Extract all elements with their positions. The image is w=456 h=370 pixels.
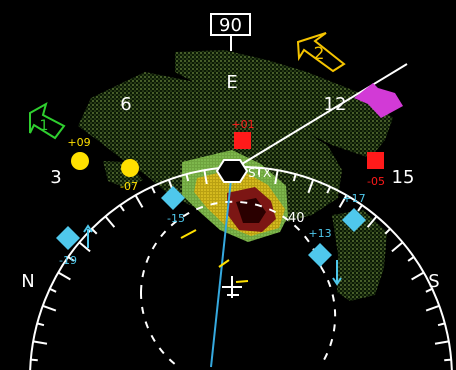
traffic-layer: +01 -05 +09 -07 -15 -19 +17 +13 bbox=[56, 118, 385, 286]
compass-ticks bbox=[30, 167, 452, 362]
compass-tick bbox=[30, 358, 38, 362]
compass-labels: E 6 12 3 15 N S bbox=[21, 72, 439, 292]
magenta-waypoint-icon bbox=[354, 83, 403, 118]
compass-tick bbox=[49, 287, 57, 293]
weather-band-lower-right bbox=[332, 210, 387, 301]
track-lines bbox=[210, 63, 408, 368]
compass-tick bbox=[274, 170, 279, 185]
route-symbols: 2 1 bbox=[29, 32, 403, 140]
cyan-traffic-left-icon bbox=[56, 226, 80, 250]
cyan-traffic-left-altitude: -19 bbox=[59, 254, 77, 267]
compass-tick bbox=[437, 322, 446, 327]
compass-label-12: 12 bbox=[324, 94, 347, 115]
cyan-traffic-center-left-altitude: -15 bbox=[167, 212, 185, 225]
course-line-waypoint bbox=[231, 63, 408, 171]
cyan-traffic-right-altitude: +17 bbox=[342, 192, 365, 205]
compass-tick bbox=[57, 271, 71, 281]
compass-tick bbox=[425, 304, 440, 312]
own-ship-area bbox=[180, 229, 249, 298]
compass-tick bbox=[67, 256, 75, 262]
red-traffic-top-altitude: +01 bbox=[231, 118, 254, 131]
cyan-traffic-center-right-icon bbox=[308, 243, 332, 267]
compass-tick bbox=[444, 358, 452, 362]
red-traffic-right-icon bbox=[367, 152, 384, 169]
compass-tick bbox=[338, 194, 348, 208]
compass-tick bbox=[384, 228, 391, 235]
compass-tick bbox=[407, 256, 415, 262]
compass-tick bbox=[411, 271, 425, 281]
weather-band-upper bbox=[175, 50, 393, 158]
yellow-traffic-left-altitude: -07 bbox=[120, 180, 138, 193]
course-line-main bbox=[210, 169, 233, 368]
range-value: 40 bbox=[288, 211, 305, 226]
compass-tick bbox=[36, 322, 45, 327]
compass-tick bbox=[185, 173, 190, 182]
compass-tick bbox=[366, 215, 378, 228]
compass-tick bbox=[391, 241, 404, 253]
cyan-traffic-center-right-trend-arrow bbox=[332, 277, 342, 286]
yellow-traffic-left-icon bbox=[121, 159, 139, 177]
compass-label-s: S bbox=[428, 271, 439, 292]
cyan-traffic-left-trend-arrow bbox=[83, 224, 93, 233]
compass-tick bbox=[357, 204, 363, 212]
compass-tick bbox=[42, 304, 57, 312]
cyan-traffic-center-left-icon bbox=[161, 186, 185, 210]
compass-tick bbox=[203, 170, 208, 185]
weather-band-left-gap bbox=[103, 161, 143, 188]
compass-label-e: E bbox=[226, 72, 237, 93]
inner-range-ring-right-lower bbox=[320, 266, 337, 366]
compass-label-6: 6 bbox=[120, 94, 131, 115]
weather-heavy-center bbox=[236, 198, 266, 223]
stx-waypoint-label: STX bbox=[248, 166, 271, 180]
cyan-traffic-center-right-altitude: +13 bbox=[308, 227, 331, 240]
heading-value: 90 bbox=[219, 15, 242, 36]
compass-tick bbox=[104, 215, 116, 228]
compass-label-n: N bbox=[21, 271, 34, 292]
yellow-traffic-left-top-altitude: +09 bbox=[67, 136, 90, 149]
compass-tick bbox=[91, 228, 98, 235]
compass-tick bbox=[326, 186, 332, 194]
stx-waypoint-icon bbox=[215, 159, 249, 183]
yellow-traffic-left-top-icon bbox=[71, 152, 89, 170]
cyan-traffic-right-icon bbox=[342, 208, 366, 232]
compass-tick bbox=[425, 287, 433, 293]
compass-tick bbox=[150, 186, 156, 194]
compass-label-15: 15 bbox=[392, 167, 415, 188]
compass-tick bbox=[434, 340, 449, 345]
compass-tick bbox=[78, 241, 91, 253]
weather-area bbox=[78, 50, 393, 301]
selected-track-yellow bbox=[180, 229, 197, 239]
compass-tick bbox=[119, 204, 125, 212]
compass-tick bbox=[307, 179, 315, 194]
compass-tick bbox=[292, 173, 297, 182]
waypoint-layer: STX 40 bbox=[215, 159, 305, 226]
compass-tick bbox=[257, 167, 261, 175]
yellow-arrow-icon bbox=[296, 32, 346, 73]
wind-indicator bbox=[235, 280, 249, 283]
red-traffic-top-icon bbox=[234, 132, 251, 149]
green-arrow-label: 1 bbox=[40, 118, 49, 134]
red-traffic-right-altitude: -05 bbox=[367, 175, 385, 188]
yellow-arrow-label: 2 bbox=[314, 44, 325, 64]
green-arrow-icon bbox=[29, 101, 66, 140]
heading-indicator: 90 bbox=[210, 13, 251, 51]
inner-range-ring-lower bbox=[139, 291, 177, 366]
compass-tick bbox=[33, 340, 48, 345]
compass-tick bbox=[134, 194, 144, 208]
selected-track-yellow-lower bbox=[218, 259, 230, 268]
compass-label-3: 3 bbox=[50, 167, 61, 188]
